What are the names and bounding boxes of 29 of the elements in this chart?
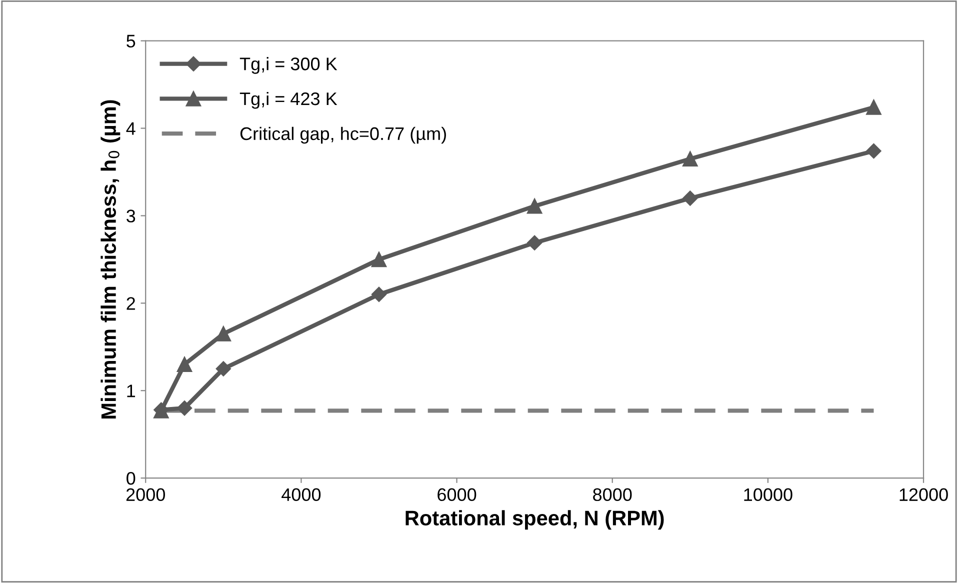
legend-label: Critical gap, hc=0.77 (µm) [240, 126, 446, 144]
point [176, 356, 192, 372]
point [216, 361, 231, 376]
y-tick-label: 3 [126, 210, 136, 222]
y-axis-title: Minimum film thickness, h$_{0}$ (µm) [100, 100, 120, 418]
point [176, 400, 192, 416]
point [371, 252, 387, 268]
y-tick-label: 0 [126, 472, 136, 485]
point [371, 286, 387, 302]
point [682, 190, 698, 206]
x-tick-label: 10000 [744, 488, 792, 502]
x-tick-label: 2000 [126, 488, 165, 502]
point [216, 326, 232, 342]
x-tick-label: 6000 [438, 488, 476, 502]
x-tick-label: 12000 [900, 488, 948, 502]
point [526, 198, 542, 214]
y-tick-label: 2 [126, 297, 135, 310]
y-tick-label: 4 [126, 122, 136, 135]
x-tick-label: 8000 [593, 488, 632, 502]
x-axis-title: Rotational speed, N (RPM) [406, 510, 664, 530]
point [866, 143, 882, 159]
x-tick-label: 4000 [282, 488, 321, 502]
point [682, 151, 698, 167]
point [526, 235, 542, 250]
legend-label: Tg,i = 300 K [240, 57, 338, 74]
y-tick-label: 1 [127, 384, 136, 398]
point [866, 100, 882, 115]
legend-label: Tg,i = 423 K [240, 92, 338, 109]
y-tick-label: 5 [126, 34, 136, 48]
